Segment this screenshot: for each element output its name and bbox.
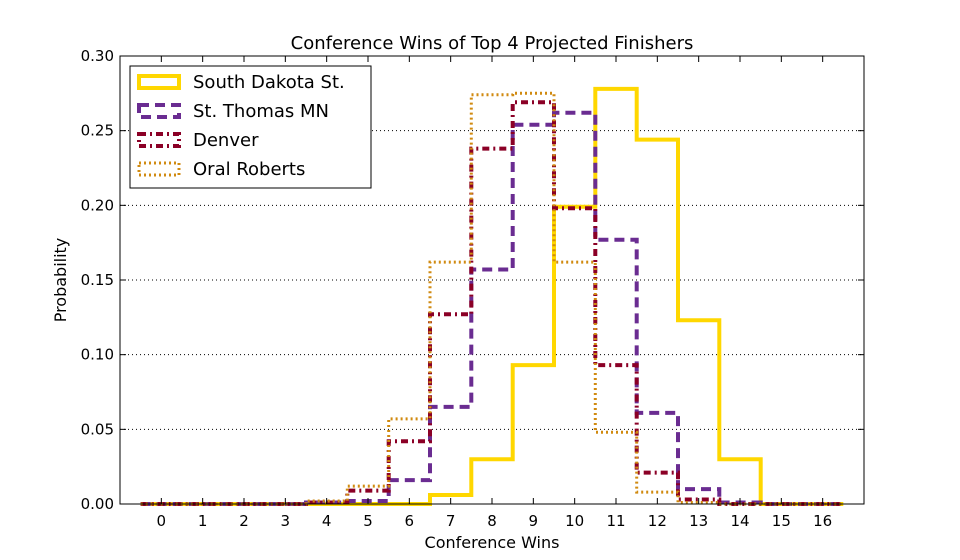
x-tick-label: 2: [239, 512, 249, 530]
legend-swatch-0: [137, 74, 181, 90]
x-tick-label: 0: [157, 512, 167, 530]
x-tick-label: 14: [730, 512, 749, 530]
x-tick-label: 10: [565, 512, 584, 530]
legend-label-0: South Dakota St.: [193, 72, 345, 93]
legend-swatch-1: [137, 103, 181, 119]
y-tick-label: 0.20: [81, 196, 114, 214]
y-axis-label: Probability: [51, 238, 70, 323]
x-tick-label: 5: [363, 512, 373, 530]
legend-swatch-3: [137, 161, 181, 177]
x-axis-ticks: 0 1 2 3 4 5 6 7 8 9 10 11 12 13 14 15 16: [157, 56, 832, 530]
y-tick-label: 0.05: [81, 420, 114, 438]
series-layer: [140, 86, 844, 506]
x-tick-label: 3: [281, 512, 291, 530]
legend-label-1: St. Thomas MN: [193, 101, 329, 122]
x-tick-label: 8: [487, 512, 497, 530]
y-tick-label: 0.00: [81, 495, 114, 513]
x-tick-label: 1: [198, 512, 208, 530]
x-tick-label: 16: [813, 512, 832, 530]
legend-swatch-2: [137, 132, 181, 148]
x-tick-label: 6: [405, 512, 415, 530]
y-tick-label: 0.15: [81, 271, 114, 289]
legend-label-3: Oral Roberts: [193, 159, 305, 180]
x-axis-label: Conference Wins: [425, 533, 560, 552]
x-tick-label: 11: [606, 512, 625, 530]
legend-label-2: Denver: [193, 130, 259, 151]
y-tick-label: 0.30: [81, 47, 114, 65]
y-axis-ticks: 0.00 0.05 0.10 0.15 0.20 0.25 0.30: [81, 47, 864, 513]
x-tick-label: 4: [322, 512, 332, 530]
chart-title: Conference Wins of Top 4 Projected Finis…: [291, 33, 694, 54]
x-tick-label: 13: [689, 512, 708, 530]
x-tick-label: 15: [772, 512, 791, 530]
x-tick-label: 7: [446, 512, 456, 530]
y-tick-label: 0.10: [81, 346, 114, 364]
grid: [120, 130, 864, 430]
y-tick-label: 0.25: [81, 122, 114, 140]
x-tick-label: 9: [529, 512, 539, 530]
series-line-3: [140, 91, 844, 506]
x-tick-label: 12: [648, 512, 667, 530]
legend: South Dakota St. St. Thomas MN Denver Oral …: [129, 65, 372, 189]
